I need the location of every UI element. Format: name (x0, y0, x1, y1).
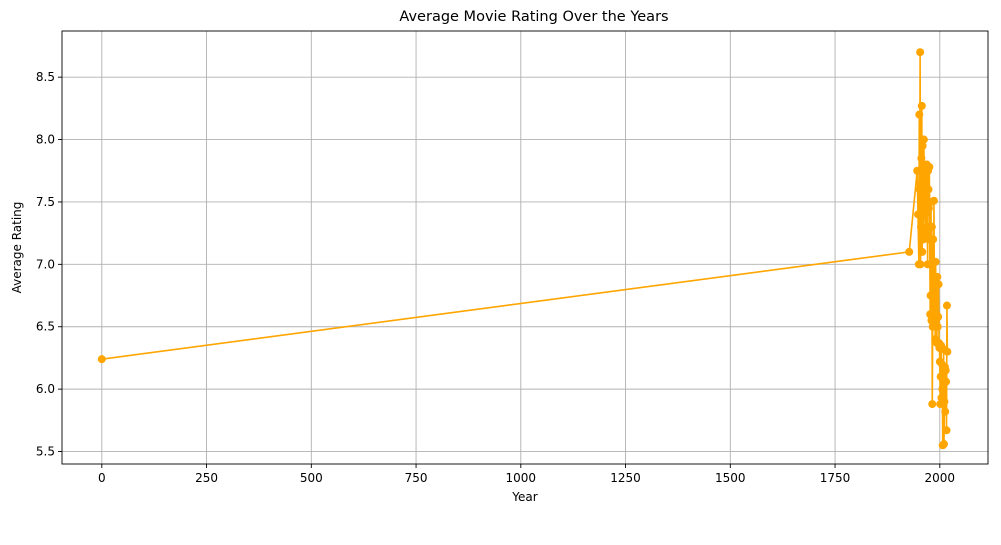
data-point (915, 185, 924, 194)
series-line (101, 51, 949, 447)
data-point (924, 204, 933, 213)
data-point (940, 440, 949, 449)
x-tick-label: 1750 (820, 471, 851, 485)
data-point (929, 235, 938, 244)
y-tick-label: 8.0 (36, 133, 55, 147)
data-point (916, 48, 925, 57)
data-point (919, 235, 928, 244)
data-point (943, 347, 952, 356)
data-point (97, 355, 106, 364)
data-point (919, 135, 928, 144)
plot-frame (61, 30, 989, 465)
y-tick-label: 6.5 (36, 320, 55, 334)
chart-title: Average Movie Rating Over the Years (399, 9, 668, 25)
x-tick-label: 500 (300, 471, 323, 485)
data-point (934, 280, 943, 289)
x-tick-label: 1500 (715, 471, 746, 485)
x-tick-label: 250 (195, 471, 218, 485)
y-tick-label: 7.0 (36, 257, 55, 271)
x-tick-label: 1000 (506, 471, 537, 485)
x-tick-label: 1250 (610, 471, 641, 485)
x-axis: 0 250 500 750 1000 1250 1500 1750 2000 (98, 464, 955, 485)
x-tick-label: 750 (405, 471, 428, 485)
data-point (938, 385, 947, 394)
data-point (914, 210, 923, 219)
data-point (927, 222, 936, 231)
y-axis-label: Average Rating (10, 202, 24, 294)
data-point (934, 312, 943, 321)
data-point (924, 185, 933, 194)
x-tick-label: 2000 (925, 471, 956, 485)
y-tick-label: 8.5 (36, 70, 55, 84)
x-axis-label: Year (511, 490, 537, 504)
data-point (913, 166, 922, 175)
data-point (920, 197, 929, 206)
data-point (941, 407, 950, 416)
data-point (917, 154, 926, 163)
grid (62, 31, 988, 464)
data-point (917, 101, 926, 110)
data-point (918, 247, 927, 256)
data-point (926, 291, 935, 300)
data-point (942, 426, 951, 435)
data-point (941, 366, 950, 375)
y-axis: 5.5 6.0 6.5 7.0 7.5 8.0 8.5 (36, 70, 62, 459)
data-point (921, 172, 930, 181)
data-point (923, 260, 932, 269)
data-point (916, 222, 925, 231)
y-tick-label: 6.0 (36, 382, 55, 396)
data-point (922, 191, 931, 200)
data-point (940, 397, 949, 406)
series-layer (97, 48, 952, 450)
x-tick-label: 0 (98, 471, 106, 485)
data-point (905, 247, 914, 256)
data-point (929, 196, 938, 205)
data-point (916, 260, 925, 269)
data-point (918, 141, 927, 150)
data-point (931, 257, 940, 266)
data-point (920, 179, 929, 188)
data-point (921, 210, 930, 219)
data-point (921, 229, 930, 238)
data-point (925, 163, 934, 172)
y-tick-label: 7.5 (36, 195, 55, 209)
data-point (915, 110, 924, 119)
data-point (933, 322, 942, 331)
data-point (942, 301, 951, 310)
data-point (942, 377, 951, 386)
y-tick-label: 5.5 (36, 445, 55, 459)
data-point (928, 400, 937, 409)
data-point (933, 272, 942, 281)
